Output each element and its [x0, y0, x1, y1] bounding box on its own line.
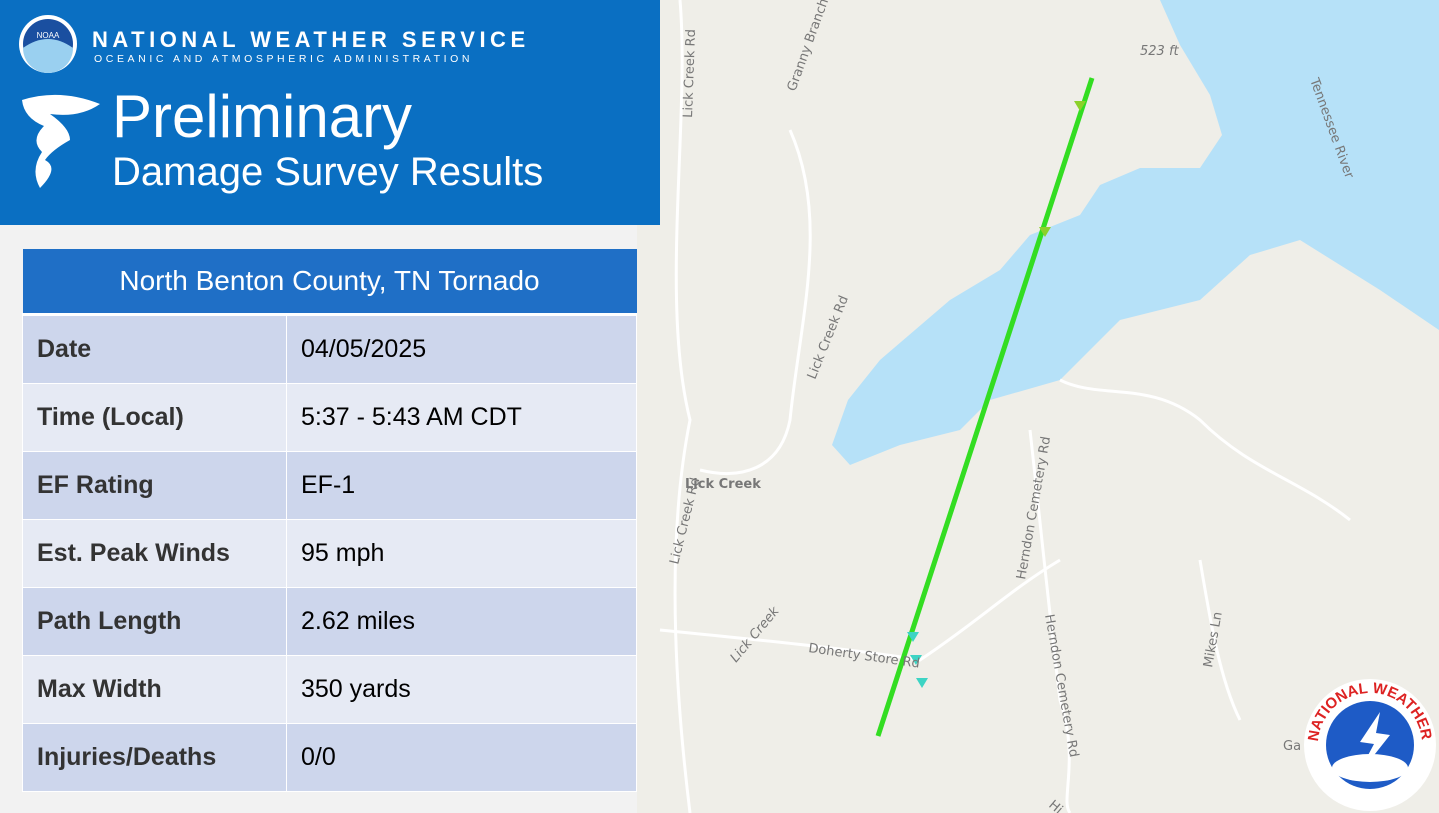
logo-bolt	[1356, 712, 1390, 778]
row-value: 5:37 - 5:43 AM CDT	[286, 383, 637, 452]
title: Preliminary	[112, 83, 413, 150]
row-value: 95 mph	[286, 519, 637, 588]
map-label: Lick Creek Rd	[681, 29, 699, 118]
subagency-name: OCEANIC AND ATMOSPHERIC ADMINISTRATION	[94, 53, 474, 65]
subtitle: Damage Survey Results	[112, 150, 544, 194]
tornado-path	[875, 77, 1095, 737]
table-row: Date 04/05/2025	[22, 314, 637, 384]
table-row: Time (Local) 5:37 - 5:43 AM CDT	[22, 383, 637, 452]
table-row: Injuries/Deaths 0/0	[22, 723, 637, 792]
row-label: Max Width	[22, 655, 287, 724]
agency-name: NATIONAL WEATHER SERVICE	[92, 27, 530, 52]
row-label: Est. Peak Winds	[22, 519, 287, 588]
row-value: 0/0	[286, 723, 637, 792]
row-value: EF-1	[286, 451, 637, 520]
damage-marker	[916, 678, 928, 688]
damage-markers	[907, 101, 1086, 688]
header-icons: NOAA	[19, 15, 100, 188]
map-label: Ga	[1283, 739, 1301, 754]
map-label: 523 ft	[1140, 44, 1180, 59]
row-value: 350 yards	[286, 655, 637, 724]
row-label: Injuries/Deaths	[22, 723, 287, 792]
road	[1198, 559, 1242, 721]
table-row: Max Width 350 yards	[22, 655, 637, 724]
damage-marker	[910, 655, 922, 665]
noaa-logo-wave	[23, 39, 73, 73]
map: 523 ft Tennessee River Granny Branch Lic…	[637, 0, 1439, 813]
row-label: Time (Local)	[22, 383, 287, 452]
table-row: EF Rating EF-1	[22, 451, 637, 520]
damage-marker	[907, 632, 919, 642]
logo-cloud	[1332, 754, 1408, 782]
damage-marker	[1039, 227, 1051, 237]
row-label: Date	[22, 314, 287, 384]
row-value: 04/05/2025	[286, 314, 637, 384]
tornado-icon	[22, 94, 100, 188]
header: NOAA NATIONAL WEATHER SERVICE OCEANIC AN…	[0, 0, 660, 225]
damage-marker	[1074, 101, 1086, 111]
road	[1028, 429, 1072, 813]
river	[832, 0, 1439, 465]
road	[673, 0, 692, 813]
row-value: 2.62 miles	[286, 587, 637, 656]
table-row: Est. Peak Winds 95 mph	[22, 519, 637, 588]
table-title: North Benton County, TN Tornado	[22, 249, 637, 316]
road	[1059, 378, 1351, 522]
survey-table: North Benton County, TN Tornado Date 04/0…	[22, 249, 637, 792]
road	[699, 129, 812, 475]
table-header: North Benton County, TN Tornado	[22, 249, 637, 316]
table-body: Date 04/05/2025 Time (Local) 5:37 - 5:43 AM…	[22, 314, 637, 792]
row-label: EF Rating	[22, 451, 287, 520]
noaa-logo-text: NOAA	[37, 31, 60, 40]
roads	[659, 0, 1351, 813]
row-label: Path Length	[22, 587, 287, 656]
table-row: Path Length 2.62 miles	[22, 587, 637, 656]
map-label: Lick Creek	[685, 477, 761, 492]
